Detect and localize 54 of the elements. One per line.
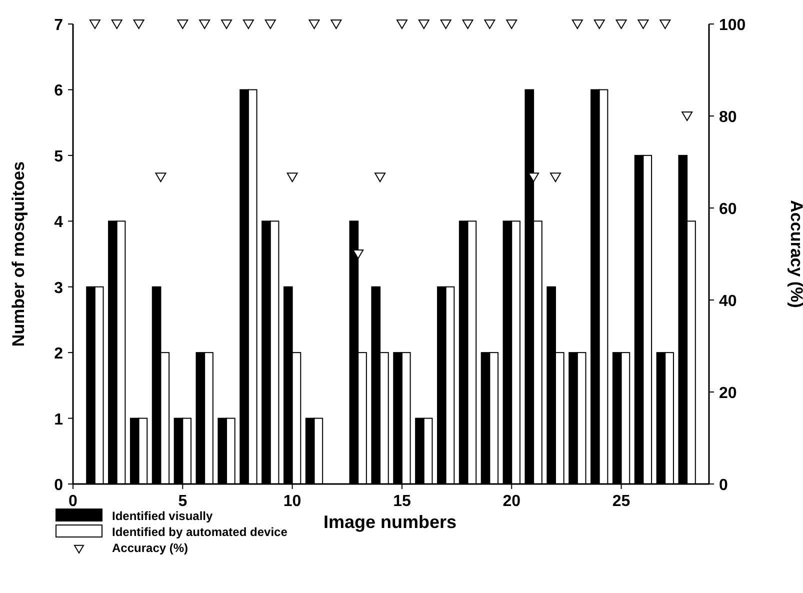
- point: [484, 20, 496, 29]
- y2-tick-label: 100: [719, 17, 746, 34]
- legend-label: Accuracy (%): [112, 541, 188, 555]
- legend-label: Identified by automated device: [112, 525, 288, 539]
- y-tick-label: 6: [54, 82, 64, 100]
- point: [418, 20, 430, 29]
- point: [638, 20, 649, 29]
- point: [242, 20, 254, 29]
- point: [221, 20, 232, 29]
- point: [155, 172, 166, 182]
- y2-axis-title: Accuracy (%): [787, 200, 803, 308]
- y-tick-label: 7: [54, 17, 64, 34]
- y-tick-label: 3: [54, 280, 64, 297]
- point: [352, 250, 364, 259]
- point: [286, 172, 298, 182]
- y2-tick-label: 40: [719, 293, 737, 310]
- point: [550, 172, 561, 182]
- point: [308, 20, 320, 29]
- y-axis-title: Number of mosquitoes: [9, 161, 28, 347]
- point: [594, 20, 605, 29]
- y-tick-label: 0: [54, 477, 64, 494]
- point: [396, 20, 408, 29]
- point: [133, 20, 144, 29]
- point: [177, 20, 188, 29]
- y-tick-label: 1: [54, 411, 64, 428]
- point: [440, 20, 452, 29]
- point: [89, 20, 100, 29]
- y2-tick-label: 80: [719, 109, 737, 126]
- point: [616, 20, 627, 29]
- point: [264, 20, 276, 29]
- x-tick-label: 10: [283, 493, 302, 510]
- y2-tick-label: 0: [719, 477, 728, 494]
- y2-tick-label: 60: [719, 201, 737, 218]
- point: [330, 20, 342, 29]
- point: [506, 20, 518, 29]
- point: [111, 20, 122, 29]
- x-tick-label: 20: [502, 493, 521, 510]
- point: [462, 20, 474, 29]
- x-tick-label: 15: [393, 493, 411, 510]
- y-tick-label: 5: [54, 148, 64, 166]
- x-axis-title: Image numbers: [323, 512, 457, 532]
- point: [374, 172, 386, 182]
- x-tick-label: 0: [68, 493, 78, 510]
- y-tick-label: 4: [54, 214, 64, 232]
- point: [572, 20, 583, 29]
- y-tick-label: 2: [54, 346, 64, 363]
- point: [199, 20, 210, 29]
- point: [660, 20, 671, 29]
- point: [528, 172, 540, 182]
- x-tick-label: 5: [178, 493, 188, 510]
- y2-tick-label: 20: [719, 385, 737, 402]
- x-tick-label: 25: [612, 493, 630, 510]
- point: [682, 112, 693, 121]
- legend-label: Identified visually: [112, 509, 214, 523]
